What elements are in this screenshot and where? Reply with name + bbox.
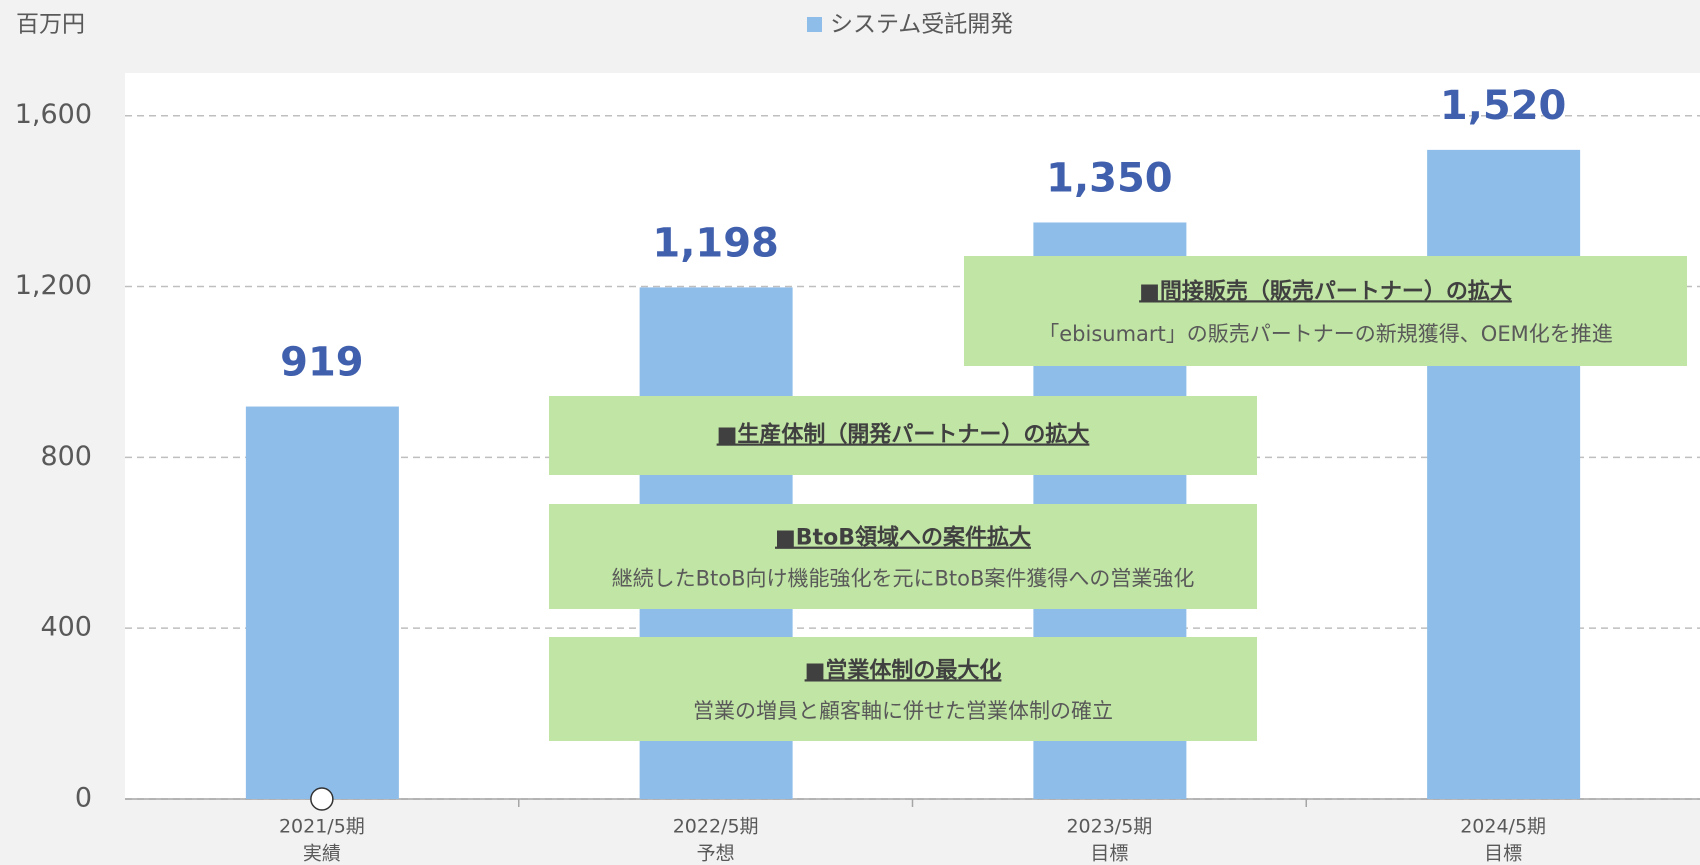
marker-circle xyxy=(310,787,334,811)
x-tick-sublabel: 実績 xyxy=(303,843,341,865)
bar xyxy=(245,406,399,799)
annotation-title: ■BtoB領域への案件拡大 xyxy=(775,525,1031,551)
y-tick-label: 800 xyxy=(40,441,92,472)
annotation-text: 営業の増員と顧客軸に併せた営業体制の確立 xyxy=(693,699,1113,723)
y-tick-label: 0 xyxy=(75,783,92,814)
annotation-box xyxy=(964,256,1687,366)
data-label: 1,350 xyxy=(1046,155,1173,201)
legend-label: システム受託開発 xyxy=(830,12,1013,38)
x-tick-label: 2022/5期 xyxy=(673,816,759,838)
x-tick-sublabel: 目標 xyxy=(1484,843,1522,865)
x-tick-sublabel: 予想 xyxy=(697,843,735,865)
data-label: 919 xyxy=(280,340,364,386)
annotation-text: 「ebisumart」の販売パートナーの新規獲得、OEM化を推進 xyxy=(1038,322,1612,346)
x-tick-label: 2024/5期 xyxy=(1460,816,1546,838)
annotation-box xyxy=(549,504,1257,609)
legend-swatch xyxy=(807,17,822,32)
y-tick-label: 400 xyxy=(40,612,92,643)
data-label: 1,520 xyxy=(1440,83,1567,129)
x-tick-sublabel: 目標 xyxy=(1090,843,1128,865)
annotation-text: 継続したBtoB向け機能強化を元にBtoB案件獲得への営業強化 xyxy=(612,567,1195,591)
y-unit-label: 百万円 xyxy=(16,12,85,38)
annotation-box xyxy=(549,396,1257,475)
x-tick-label: 2021/5期 xyxy=(279,816,365,838)
y-tick-label: 1,200 xyxy=(15,270,92,301)
annotation-title: ■間接販売（販売パートナー）の拡大 xyxy=(1139,278,1512,304)
data-label: 1,198 xyxy=(652,220,779,266)
y-tick-label: 1,600 xyxy=(15,99,92,130)
annotation-box xyxy=(549,637,1257,741)
x-tick-label: 2023/5期 xyxy=(1066,816,1152,838)
annotation-title: ■営業体制の最大化 xyxy=(805,657,1002,683)
bar xyxy=(1427,149,1581,799)
annotation-title: ■生産体制（開発パートナー）の拡大 xyxy=(717,422,1090,448)
